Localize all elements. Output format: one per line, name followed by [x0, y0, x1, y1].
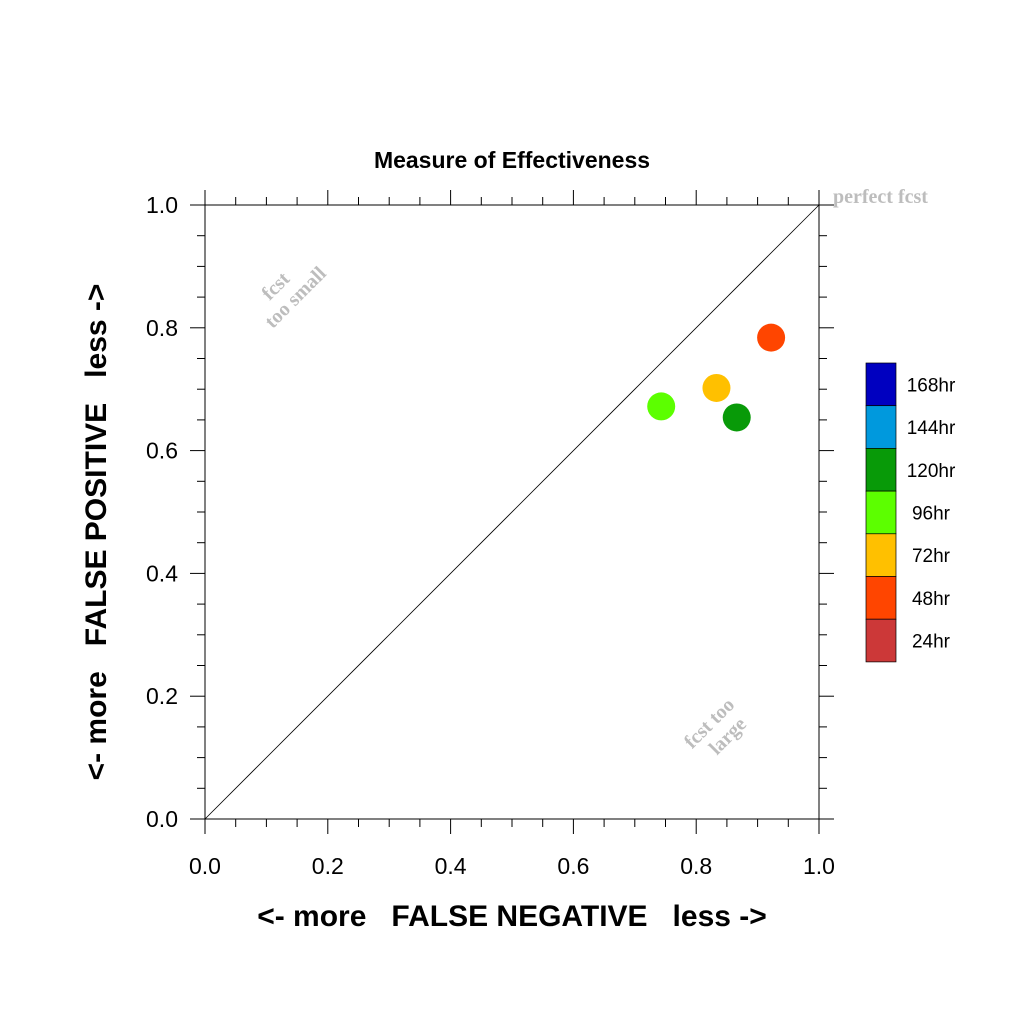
x-tick-label: 0.0 — [189, 853, 221, 879]
x-tick-label: 0.4 — [435, 853, 467, 879]
legend-swatch — [865, 533, 897, 577]
plot-frame — [204, 204, 820, 820]
legend-swatch — [865, 618, 897, 663]
legend-label: 72hr — [912, 546, 951, 567]
x-axis-label: <- more FALSE NEGATIVE less -> — [257, 900, 767, 933]
plot-area — [190, 190, 834, 834]
y-tick-label: 0.0 — [146, 806, 178, 832]
legend-swatch — [865, 576, 897, 620]
y-tick-label: 1.0 — [146, 192, 178, 218]
x-tick-label: 0.8 — [680, 853, 712, 879]
y-tick-labels: 0.0 0.2 0.4 0.6 0.8 1.0 — [146, 192, 178, 832]
major-ticks — [190, 190, 834, 834]
y-tick-label: 0.2 — [146, 683, 178, 709]
too-small-annotation: fcst too small — [257, 262, 331, 332]
legend-label: 168hr — [907, 375, 956, 396]
data-point — [647, 392, 676, 421]
legend-label: 96hr — [912, 503, 951, 524]
legend-label: 24hr — [912, 632, 951, 653]
minor-ticks — [197, 197, 827, 827]
chart-title: Measure of Effectiveness — [374, 147, 650, 173]
legend-label: 48hr — [912, 589, 951, 610]
x-tick-labels: 0.0 0.2 0.4 0.6 0.8 1.0 — [189, 853, 835, 879]
x-tick-label: 0.2 — [312, 853, 344, 879]
legend: 168hr 144hr 120hr 96hr 72hr 48hr 24hr — [865, 362, 956, 663]
perfect-forecast-diagonal — [204, 204, 820, 820]
legend-swatch — [865, 362, 897, 407]
legend-label: 144hr — [907, 418, 956, 439]
legend-label: 120hr — [907, 461, 956, 482]
legend-swatch — [865, 405, 897, 449]
data-point — [757, 323, 786, 352]
data-points — [647, 323, 786, 432]
legend-swatch — [865, 448, 897, 492]
data-point — [722, 403, 751, 432]
y-tick-label: 0.4 — [146, 560, 178, 586]
data-point — [702, 373, 731, 402]
y-tick-label: 0.8 — [146, 315, 178, 341]
y-axis-label: <- more FALSE POSITIVE less -> — [80, 284, 113, 781]
too-large-annotation: fcst too large — [680, 694, 751, 759]
legend-swatch — [865, 490, 897, 535]
y-tick-label: 0.6 — [146, 438, 178, 464]
perfect-forecast-annotation: perfect fcst — [833, 186, 928, 208]
x-tick-label: 1.0 — [803, 853, 835, 879]
x-tick-label: 0.6 — [557, 853, 589, 879]
